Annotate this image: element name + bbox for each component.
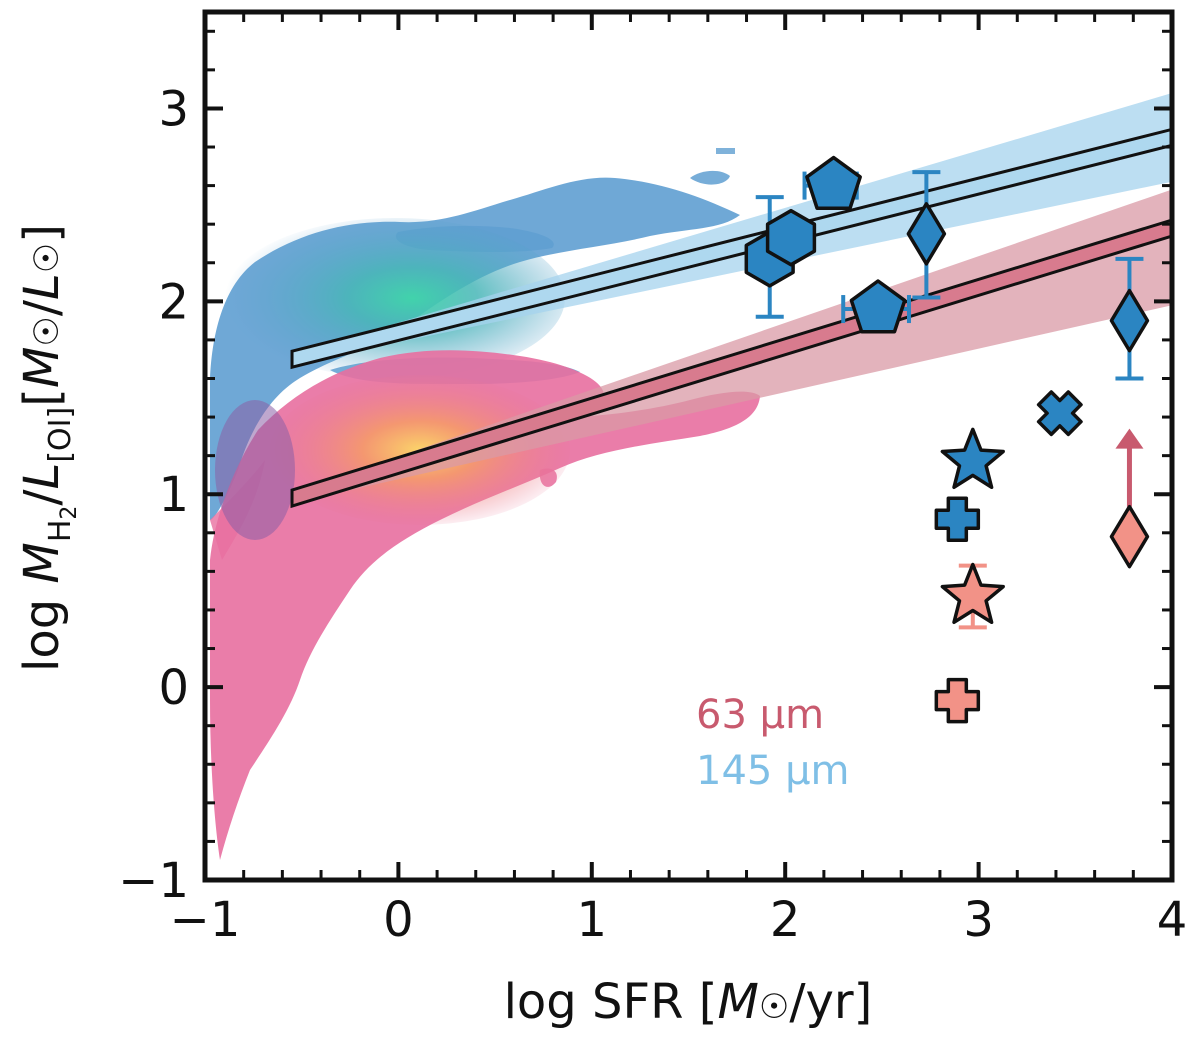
y-axis-label-slash: /: [14, 489, 70, 506]
y-tick-label: 1: [158, 467, 189, 523]
x-marker: [1036, 390, 1083, 437]
y-tick-label: 0: [158, 660, 189, 716]
y-axis-label-slash2: /: [14, 299, 70, 316]
density-145-peak: [225, 218, 565, 378]
plus-marker: [934, 677, 981, 724]
diamond-marker: [906, 202, 947, 266]
diamond-marker: [1109, 504, 1150, 569]
x-tick-label: 1: [577, 892, 608, 948]
x-tick-label: 0: [383, 892, 414, 948]
y-axis-label-oi: [OI]: [43, 407, 78, 463]
y-axis-label-b: [: [14, 388, 70, 407]
x-axis-label-b: /yr]: [789, 974, 872, 1030]
y-axis-label-m2: M: [14, 347, 70, 388]
x-axis-label: log SFR [M☉/yr]: [504, 974, 873, 1030]
pentagon-marker: [805, 155, 862, 211]
y-axis-label: log MH2/L[OI][M☉/L☉]: [14, 224, 82, 672]
x-axis-label-a: log SFR [: [504, 974, 718, 1030]
y-axis-label-sun1: ☉: [27, 316, 67, 346]
density-overlap: [215, 400, 295, 540]
y-axis-label-a: log: [14, 584, 70, 672]
y-axis-label-two: 2: [57, 506, 82, 520]
y-tick-label: 3: [158, 81, 189, 137]
fit-lines: [290, 93, 1172, 509]
y-tick-label: −1: [118, 853, 189, 909]
observed-points: [744, 155, 1150, 724]
star-marker: [940, 427, 1005, 490]
y-axis-ticks: −1 0 1 2 3: [118, 29, 1172, 909]
y-tick-label: 2: [158, 274, 189, 330]
x-axis-label-sun: ☉: [759, 987, 789, 1027]
y-axis-label-m: M: [14, 542, 70, 583]
y-axis-label-l2: L: [14, 273, 70, 300]
plus-marker: [934, 496, 981, 543]
x-tick-label: 4: [1157, 892, 1188, 948]
x-axis-label-m: M: [717, 974, 758, 1030]
diamond-marker: [1109, 288, 1150, 353]
y-axis-label-sun2: ☉: [27, 243, 67, 273]
x-tick-label: 2: [770, 892, 801, 948]
x-tick-label: 3: [963, 892, 994, 948]
plot-frame: [202, 9, 1175, 883]
hexagon-marker: [765, 208, 817, 267]
y-axis-label-c: ]: [14, 224, 70, 243]
x-axis-ticks: −1 0 1 2 3 4: [170, 12, 1188, 948]
star-marker: [940, 562, 1005, 625]
y-axis-label-h2: H: [43, 520, 78, 543]
fit-line-0: [290, 127, 1172, 370]
legend-145um: 145 μm: [696, 748, 849, 794]
x-tick-label: −1: [170, 892, 241, 948]
lower-limit-arrow-head: [1115, 428, 1144, 449]
legend-63um: 63 μm: [696, 692, 824, 738]
y-axis-label-l: L: [14, 463, 70, 490]
pentagon-marker: [849, 279, 907, 334]
